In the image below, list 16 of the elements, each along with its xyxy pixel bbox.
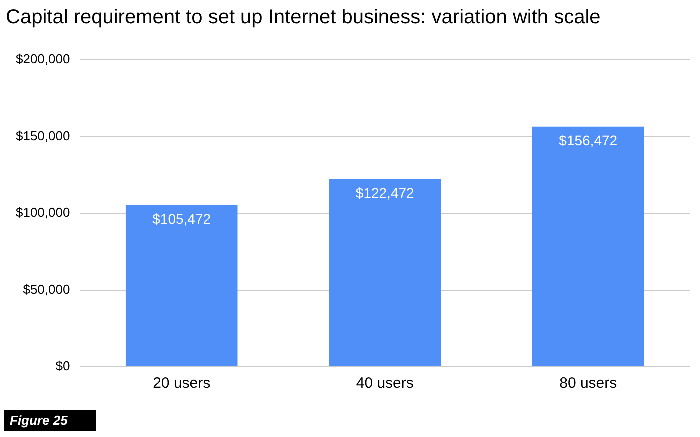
y-tick-label: $150,000 (16, 128, 70, 144)
y-tick-label: $0 (56, 358, 70, 374)
bar (329, 179, 442, 366)
x-tick-label: 40 users (356, 375, 414, 392)
y-tick-label: $100,000 (16, 205, 70, 220)
x-tick-label: 80 users (560, 375, 618, 392)
y-tick-label: $200,000 (16, 52, 70, 67)
bar (126, 205, 238, 366)
y-tick-label: $50,000 (23, 282, 70, 297)
data-label: $122,472 (356, 184, 415, 201)
chart-title: Capital requirement to set up Internet business: variation with scale (6, 6, 601, 29)
x-tick-label: 20 users (153, 375, 211, 392)
data-label: $105,472 (152, 210, 212, 227)
data-label: $156,472 (559, 132, 618, 149)
caption: Figure 25 (4, 410, 96, 431)
bar (532, 126, 644, 366)
